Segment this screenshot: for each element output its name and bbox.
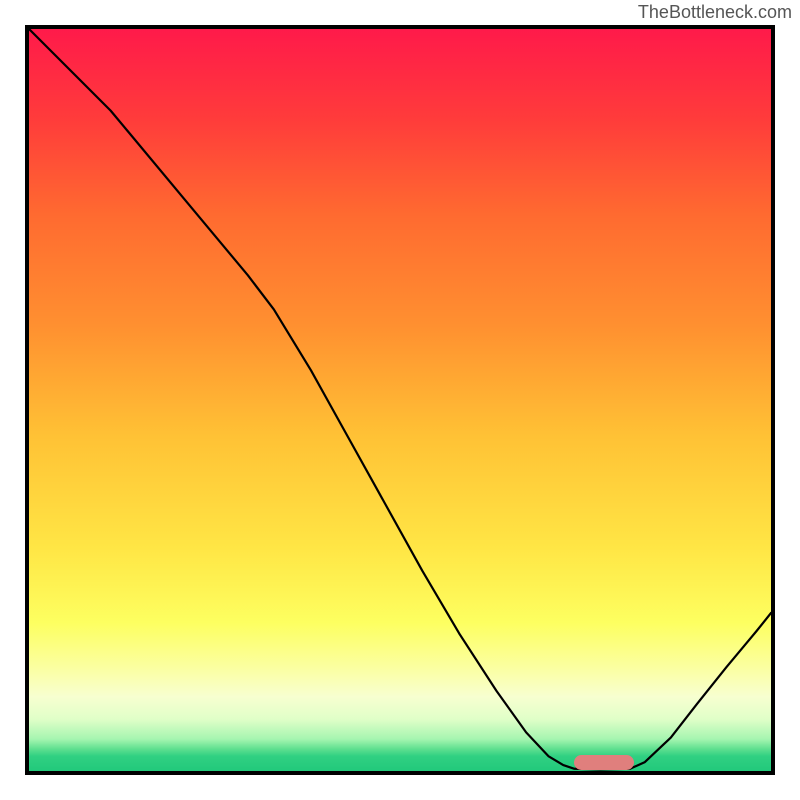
optimal-marker-pill [574,755,633,770]
bottleneck-curve [29,29,771,771]
chart-frame [25,25,775,775]
watermark-text: TheBottleneck.com [638,2,792,23]
